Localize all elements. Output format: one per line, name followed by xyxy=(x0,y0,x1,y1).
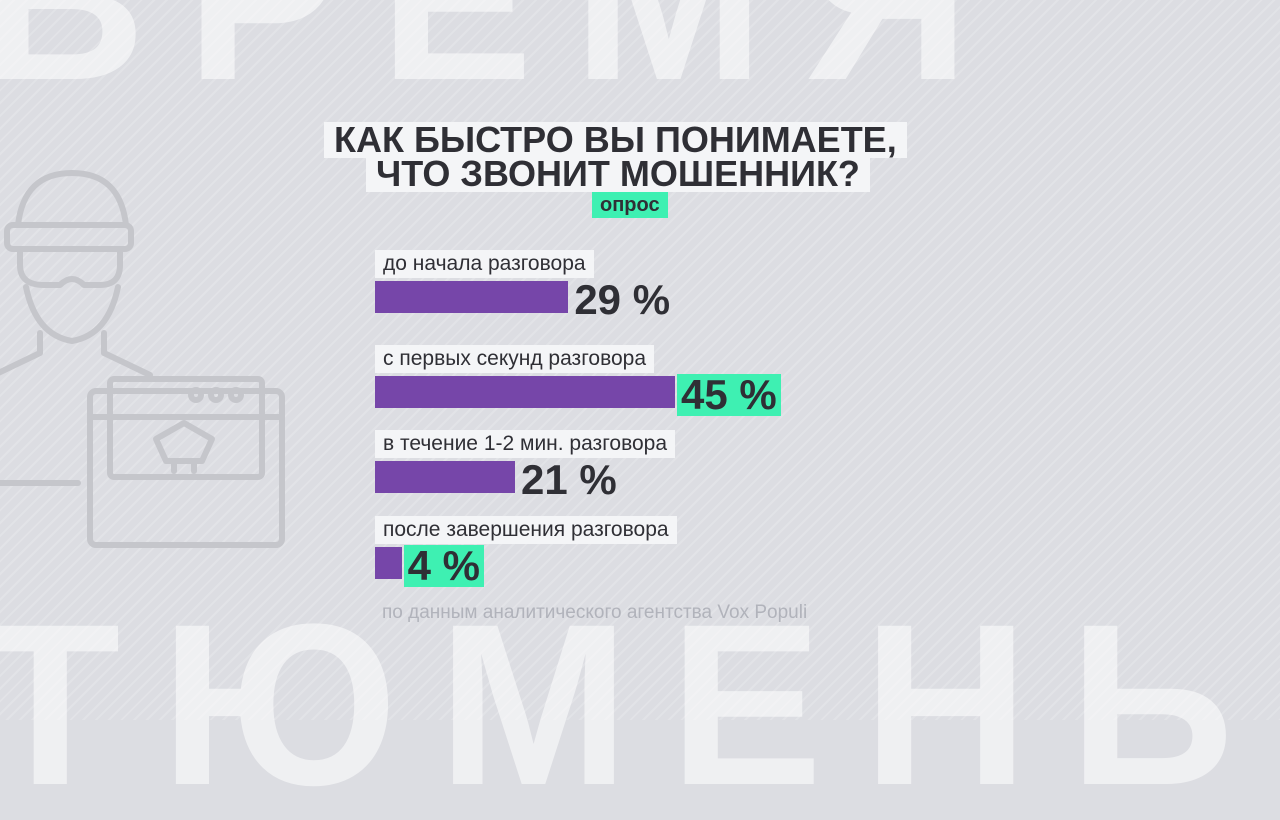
chart-title-line-1: КАК БЫСТРО ВЫ ПОНИМАЕТЕ, xyxy=(324,122,907,158)
category-label: до начала разговора xyxy=(375,250,594,278)
bar xyxy=(375,461,515,493)
chart-subtitle-badge: опрос xyxy=(592,192,668,218)
value-label: 4 % xyxy=(403,545,485,587)
background-word-bottom: ТЮМЕНЬ xyxy=(0,590,1275,820)
category-label: в течение 1-2 мин. разговора xyxy=(375,430,676,458)
bar xyxy=(375,547,402,579)
bar xyxy=(375,376,675,408)
bar xyxy=(375,281,569,313)
category-label: после завершения разговора xyxy=(375,516,677,544)
source-note: по данным аналитического агентства Vox P… xyxy=(382,602,808,623)
category-label: с первых секунд разговора xyxy=(375,345,655,373)
value-label: 21 % xyxy=(521,456,617,503)
value-label: 45 % xyxy=(677,374,781,416)
background-word-top: ВРЕМЯ xyxy=(0,0,1280,115)
scammer-at-computer-icon xyxy=(0,170,285,548)
value-label: 29 % xyxy=(574,276,671,323)
chart-title-line-2: ЧТО ЗВОНИТ МОШЕННИК? xyxy=(366,156,870,192)
